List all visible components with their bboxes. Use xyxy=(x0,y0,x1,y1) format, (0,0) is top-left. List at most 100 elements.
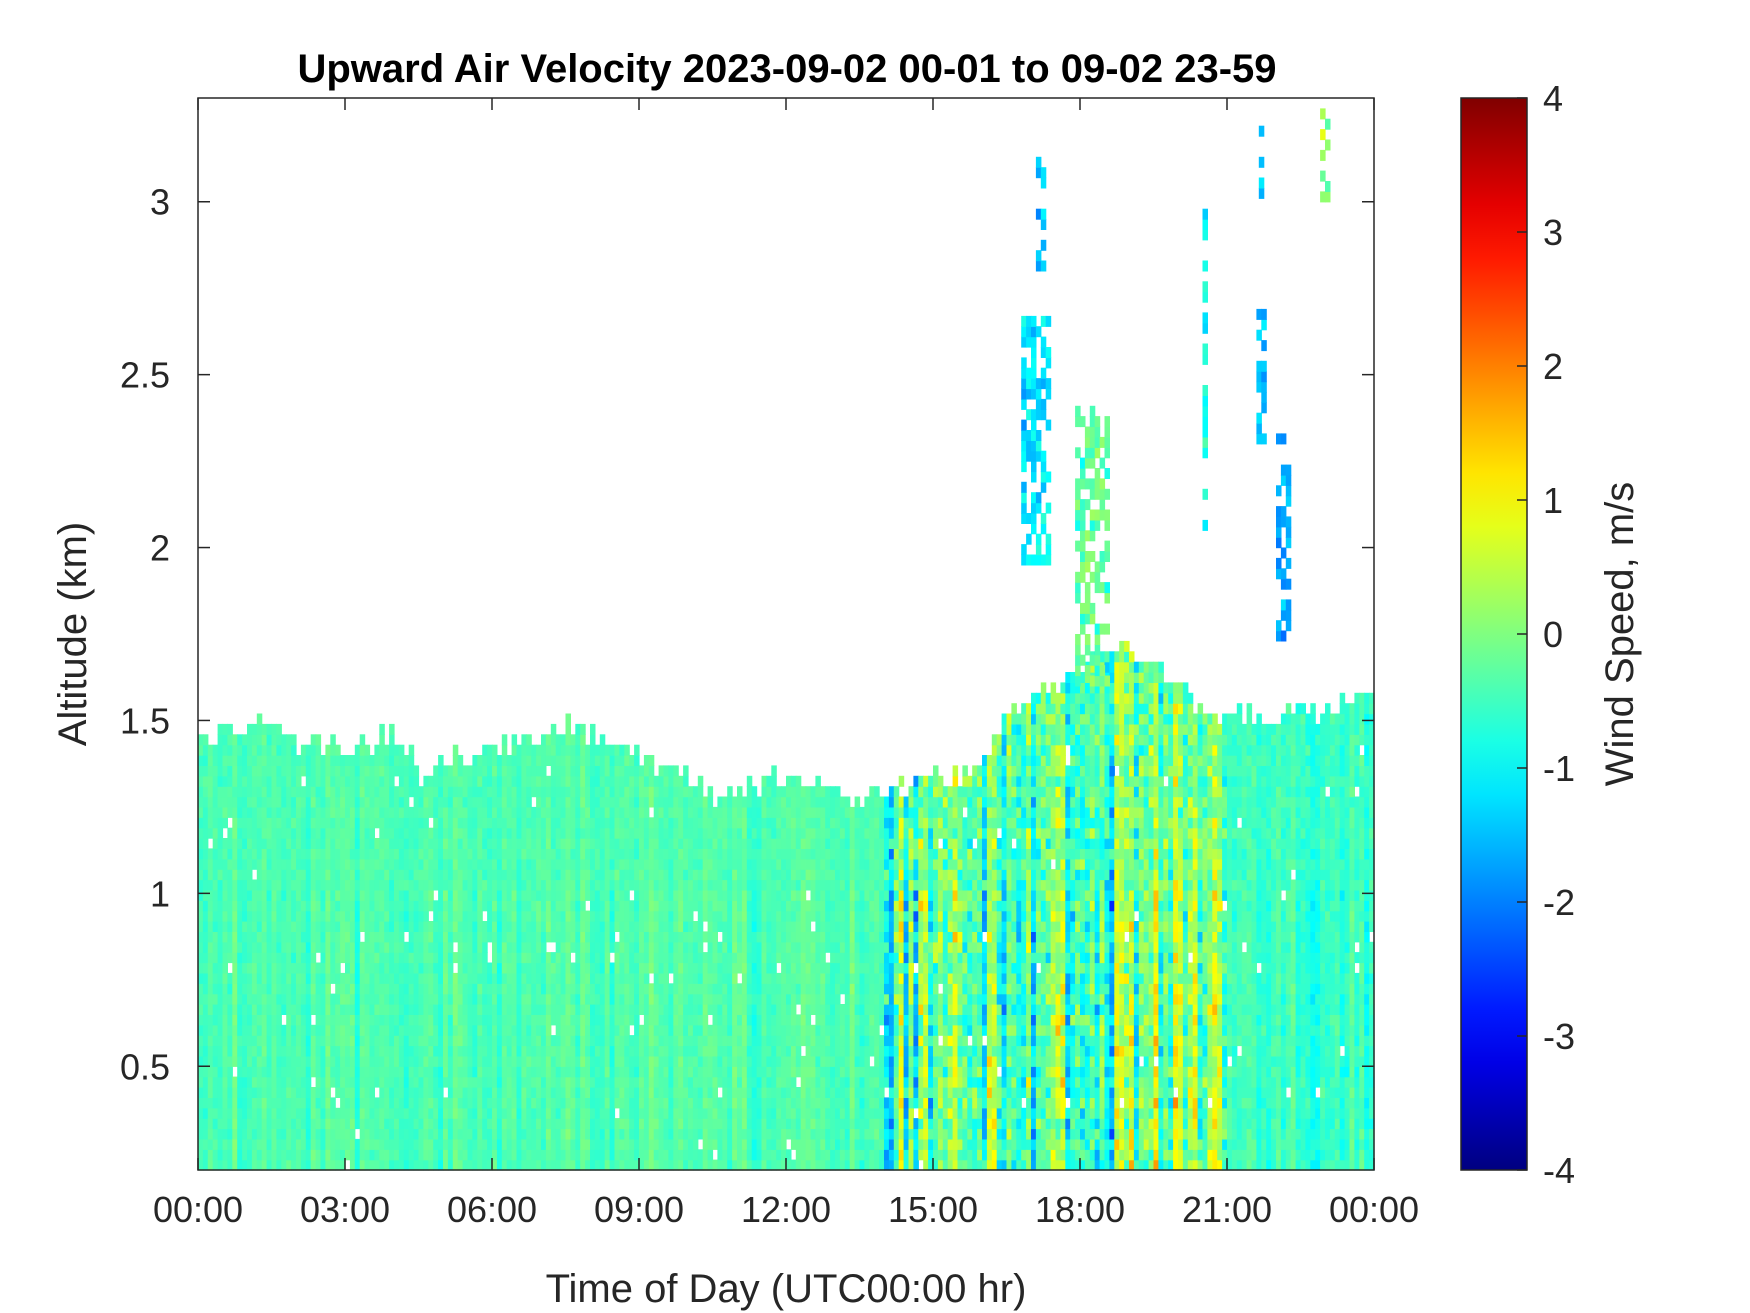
heatmap-cell-1083 xyxy=(320,755,326,766)
heatmap-cell-2849 xyxy=(541,1097,547,1109)
heatmap-cell-725 xyxy=(281,1076,287,1088)
heatmap-cell-198 xyxy=(217,817,224,829)
heatmap-cell-3539 xyxy=(619,827,625,839)
heatmap-cell-2861 xyxy=(541,972,547,984)
heatmap-cell-4436 xyxy=(737,889,743,901)
heatmap-cell-236 xyxy=(222,869,228,881)
heatmap-cell-2777 xyxy=(531,1004,537,1015)
heatmap-cell-2874 xyxy=(541,838,547,849)
heatmap-cell-3022 xyxy=(560,1014,567,1026)
heatmap-cell-358 xyxy=(237,889,243,901)
heatmap-cell-740 xyxy=(281,910,287,922)
heatmap-cell-4931 xyxy=(805,1128,812,1140)
heatmap-cell-1512 xyxy=(374,869,380,881)
heatmap-cell-2860 xyxy=(541,983,547,995)
heatmap-cell-2959 xyxy=(550,786,557,798)
heatmap-cell-2600 xyxy=(511,1107,518,1119)
heatmap-cell-1546 xyxy=(379,931,385,943)
heatmap-cell-4441 xyxy=(737,838,743,849)
heatmap-cell-465 xyxy=(251,1097,258,1109)
heatmap-cell-3837 xyxy=(658,1004,665,1015)
heatmap-cell-2616 xyxy=(511,941,518,953)
heatmap-cell-85 xyxy=(207,1149,214,1161)
heatmap-cell-897 xyxy=(300,1004,307,1015)
heatmap-cell-2537 xyxy=(501,910,508,922)
heatmap-cell-2772 xyxy=(531,1055,537,1067)
heatmap-cell-2524 xyxy=(501,1045,508,1057)
heatmap-cell-4984 xyxy=(810,941,816,953)
heatmap-cell-4465 xyxy=(741,972,748,984)
heatmap-cell-1797 xyxy=(408,889,415,901)
heatmap-cell-4221 xyxy=(707,910,714,922)
heatmap-cell-580 xyxy=(261,796,268,808)
heatmap-cell-4395 xyxy=(732,952,738,964)
heatmap-cell-2213 xyxy=(462,972,469,984)
heatmap-cell-2041 xyxy=(443,1138,449,1150)
heatmap-cell-1931 xyxy=(428,1097,434,1109)
heatmap-cell-3326 xyxy=(594,931,601,943)
heatmap-cell-1320 xyxy=(349,775,356,787)
heatmap-cell-4640 xyxy=(766,1076,772,1088)
heatmap-cell-2403 xyxy=(487,1055,493,1067)
heatmap-cell-562 xyxy=(261,983,268,995)
heatmap-cell-395 xyxy=(242,941,248,953)
heatmap-cell-669 xyxy=(271,765,277,777)
heatmap-cell-2349 xyxy=(477,786,483,798)
heatmap-cell-3994 xyxy=(678,983,684,995)
heatmap-cell-4514 xyxy=(746,838,753,849)
heatmap-cell-2476 xyxy=(496,1128,503,1140)
heatmap-cell-1248 xyxy=(345,1107,351,1119)
heatmap-cell-4784 xyxy=(786,1128,792,1140)
heatmap-cell-4562 xyxy=(756,1118,763,1130)
heatmap-cell-4195 xyxy=(702,817,709,829)
heatmap-cell-15 xyxy=(198,1004,204,1015)
heatmap-cell-4682 xyxy=(771,1035,777,1047)
heatmap-cell-3543 xyxy=(619,786,625,798)
heatmap-cell-326 xyxy=(232,786,238,798)
heatmap-cell-1628 xyxy=(389,952,395,964)
heatmap-cell-647 xyxy=(271,993,277,1005)
heatmap-cell-2050 xyxy=(443,1035,449,1047)
heatmap-cell-406 xyxy=(242,827,248,839)
heatmap-cell-1398 xyxy=(359,786,366,798)
heatmap-cell-375 xyxy=(242,1149,248,1161)
heatmap-cell-2502 xyxy=(496,858,503,870)
heatmap-cell-3709 xyxy=(643,1128,650,1140)
heatmap-cell-601 xyxy=(266,1024,273,1036)
heatmap-cell-1938 xyxy=(428,1024,434,1036)
heatmap-cell-4915 xyxy=(800,910,807,922)
heatmap-cell-4101 xyxy=(692,1055,699,1067)
heatmap-cell-3375 xyxy=(599,848,606,860)
heatmap-cell-3280 xyxy=(590,962,596,974)
heatmap-cell-3887 xyxy=(663,889,669,901)
heatmap-cell-4559 xyxy=(756,1149,763,1161)
heatmap-cell-481 xyxy=(251,931,258,943)
heatmap-cell-3781 xyxy=(648,775,655,787)
heatmap-cell-2871 xyxy=(541,869,547,881)
heatmap-cell-1791 xyxy=(408,952,415,964)
heatmap-cell-2700 xyxy=(521,931,527,943)
heatmap-cell-1953 xyxy=(428,858,434,870)
heatmap-cell-3318 xyxy=(594,1014,601,1026)
heatmap-cell-888 xyxy=(300,1097,307,1109)
heatmap-cell-1652 xyxy=(394,1149,400,1161)
heatmap-cell-2303 xyxy=(472,848,478,860)
heatmap-cell-4923 xyxy=(800,827,807,839)
heatmap-cell-3370 xyxy=(599,900,606,912)
heatmap-cell-2037 xyxy=(438,765,444,777)
heatmap-cell-3827 xyxy=(658,1107,665,1119)
heatmap-cell-4337 xyxy=(722,796,728,808)
heatmap-cell-2859 xyxy=(541,993,547,1005)
heatmap-cell-2284 xyxy=(472,1045,478,1057)
heatmap-cell-3986 xyxy=(678,1066,684,1078)
heatmap-cell-1834 xyxy=(413,921,420,932)
heatmap-cell-2902 xyxy=(545,983,552,995)
heatmap-cell-3550 xyxy=(624,1138,630,1150)
heatmap-cell-3685 xyxy=(639,972,645,984)
heatmap-cell-557 xyxy=(261,1035,268,1047)
heatmap-cell-3330 xyxy=(594,889,601,901)
heatmap-cell-2925 xyxy=(550,1159,557,1171)
heatmap-cell-760 xyxy=(286,1138,292,1150)
heatmap-cell-2984 xyxy=(555,972,562,984)
heatmap-cell-3903 xyxy=(668,1128,674,1140)
